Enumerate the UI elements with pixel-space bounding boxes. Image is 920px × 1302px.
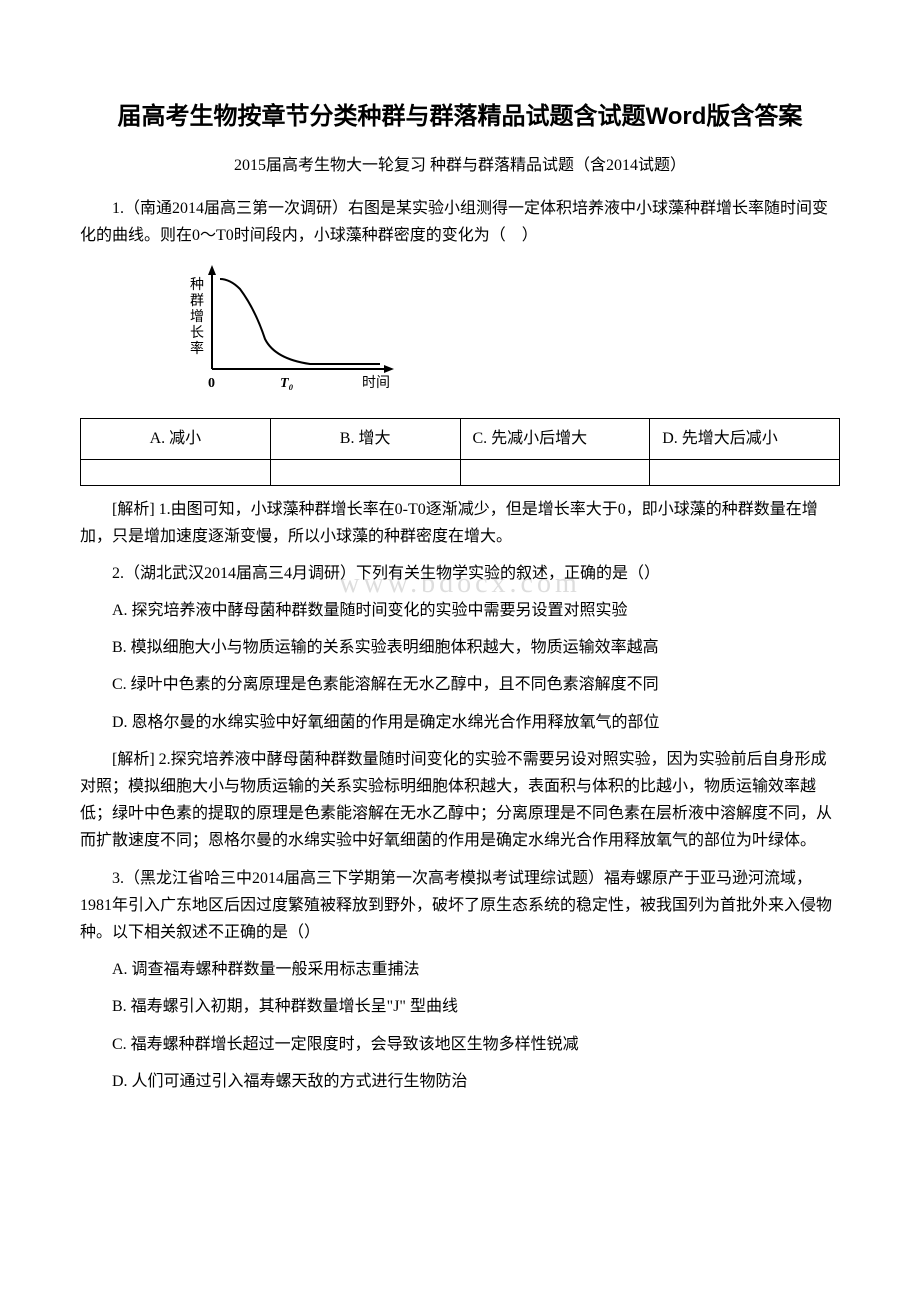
q2-option-c: C. 绿叶中色素的分离原理是色素能溶解在无水乙醇中，且不同色素溶解度不同 xyxy=(80,671,840,698)
q3-option-d: D. 人们可通过引入福寿螺天敌的方式进行生物防治 xyxy=(80,1068,840,1095)
growth-curve xyxy=(220,279,380,364)
origin-label: 0 xyxy=(208,376,215,391)
y-label-3: 增 xyxy=(190,309,204,325)
t0-label: T₀ xyxy=(280,376,294,391)
x-label: 时间 xyxy=(362,375,390,391)
empty-cell xyxy=(270,459,460,485)
q1-text: 1.（南通2014届高三第一次调研）右图是某实验小组测得一定体积培养液中小球藻种… xyxy=(80,195,840,249)
y-label-1: 种 xyxy=(190,277,204,293)
q2-analysis: [解析] 2.探究培养液中酵母菌种群数量随时间变化的实验不需要另设对照实验，因为… xyxy=(80,746,840,855)
option-b: B. 增大 xyxy=(270,419,460,459)
empty-cell xyxy=(460,459,650,485)
y-label-4: 长 xyxy=(190,325,204,341)
q2-option-d: D. 恩格尔曼的水绵实验中好氧细菌的作用是确定水绵光合作用释放氧气的部位 xyxy=(80,709,840,736)
y-label-2: 群 xyxy=(190,293,204,309)
y-label-5: 率 xyxy=(190,340,204,357)
q3-option-c: C. 福寿螺种群增长超过一定限度时，会导致该地区生物多样性锐减 xyxy=(80,1031,840,1058)
option-c: C. 先减小后增大 xyxy=(460,419,650,459)
q2-text: 2.（湖北武汉2014届高三4月调研）下列有关生物学实验的叙述，正确的是（） xyxy=(80,560,840,587)
q3-option-b: B. 福寿螺引入初期，其种群数量增长呈"J" 型曲线 xyxy=(80,993,840,1020)
q2-option-b: B. 模拟细胞大小与物质运输的关系实验表明细胞体积越大，物质运输效率越高 xyxy=(80,634,840,661)
table-row: A. 减小 B. 增大 C. 先减小后增大 D. 先增大后减小 xyxy=(81,419,840,459)
page-title: 届高考生物按章节分类种群与群落精品试题含试题Word版含答案 xyxy=(80,100,840,134)
q1-options-table: A. 减小 B. 增大 C. 先减小后增大 D. 先增大后减小 xyxy=(80,418,840,485)
empty-cell xyxy=(650,459,840,485)
q3-text: 3.（黑龙江省哈三中2014届高三下学期第一次高考模拟考试理综试题）福寿螺原产于… xyxy=(80,865,840,947)
q1-analysis: [解析] 1.由图可知，小球藻种群增长率在0-T0逐渐减少，但是增长率大于0，即… xyxy=(80,496,840,550)
table-row xyxy=(81,459,840,485)
option-d: D. 先增大后减小 xyxy=(650,419,840,459)
subtitle: 2015届高考生物大一轮复习 种群与群落精品试题（含2014试题） xyxy=(80,152,840,179)
empty-cell xyxy=(81,459,271,485)
growth-rate-chart: 种 群 增 长 率 0 T₀ 时间 xyxy=(180,259,840,408)
q3-option-a: A. 调查福寿螺种群数量一般采用标志重捕法 xyxy=(80,956,840,983)
x-arrow xyxy=(384,365,394,373)
option-a: A. 减小 xyxy=(81,419,271,459)
q2-option-a: A. 探究培养液中酵母菌种群数量随时间变化的实验中需要另设置对照实验 xyxy=(80,597,840,624)
y-arrow xyxy=(208,265,216,275)
